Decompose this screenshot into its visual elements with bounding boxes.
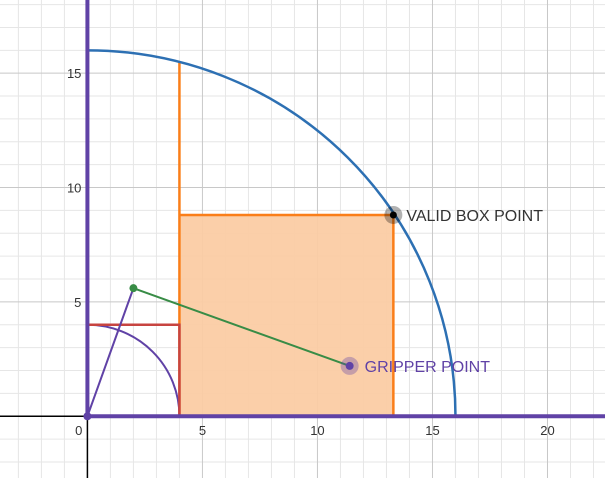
arm-base-point[interactable]: [83, 412, 92, 421]
y-tick-label: 5: [74, 295, 81, 310]
x-tick-label: 5: [199, 423, 206, 438]
x-tick-label: 10: [310, 423, 324, 438]
y-axis-tick-labels: 5 10 15: [67, 66, 81, 310]
min-reach-corner: [87, 323, 181, 417]
gripper-point[interactable]: [345, 361, 354, 370]
y-tick-label: 15: [67, 66, 81, 81]
valid-box-point[interactable]: [389, 211, 397, 219]
valid-box-point-label: VALID BOX POINT: [406, 208, 543, 225]
x-tick-label: 20: [540, 423, 554, 438]
x-axis-tick-labels: 0 5 10 15 20: [75, 423, 555, 438]
x-tick-label: 0: [75, 423, 82, 438]
arm-segment-upper: [133, 287, 350, 367]
arm-segment-lower: [86, 287, 135, 417]
x-tick-label: 15: [425, 423, 439, 438]
y-tick-label: 10: [67, 181, 81, 196]
max-reach-arc: [87, 49, 457, 417]
valid-box-region: [179, 214, 394, 417]
arm-joint-point[interactable]: [129, 284, 138, 293]
min-reach-arc: [87, 323, 181, 417]
gripper-point-label: GRIPPER POINT: [365, 359, 491, 376]
